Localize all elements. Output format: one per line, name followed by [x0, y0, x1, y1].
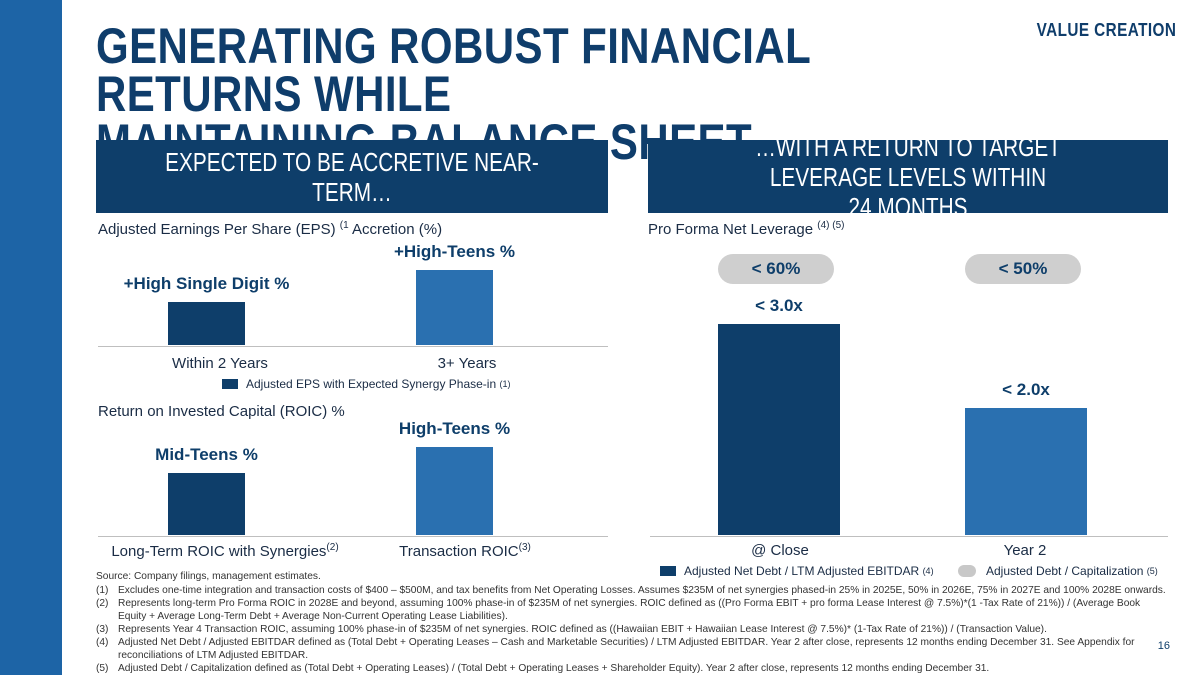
leverage-legend-2: Adjusted Debt / Capitalization (5): [958, 564, 1158, 578]
roic-data-label-long-term: Mid-Teens %: [155, 445, 258, 464]
leverage-data-label-close: < 3.0x: [755, 296, 803, 315]
banner-left: EXPECTED TO BE ACCRETIVE NEAR-TERM…: [96, 140, 608, 213]
page-number: 16: [1157, 640, 1170, 652]
footnote-item: (3) Represents Year 4 Transaction ROIC, a…: [96, 624, 1047, 635]
roic-category-transaction: Transaction ROIC(3): [399, 542, 531, 560]
banner-right-line-2: 24 MONTHS: [848, 191, 968, 222]
leverage-legend-swatch-1: [660, 566, 676, 576]
roic-category-long-term: Long-Term ROIC with Synergies(2): [111, 542, 339, 560]
banner-right: …WITH A RETURN TO TARGET LEVERAGE LEVELS…: [648, 132, 1168, 222]
eps-legend-swatch: [222, 379, 238, 389]
leverage-pill-year-2: < 50%: [965, 254, 1081, 284]
eps-data-label-within-2-years: +High Single Digit %: [123, 274, 290, 293]
leverage-chart-title: Pro Forma Net Leverage (4) (5): [648, 220, 845, 238]
leverage-bar-year-2: [965, 408, 1087, 535]
footnotes: Source: Company filings, management esti…: [96, 570, 1166, 675]
leverage-axis-line: [650, 536, 1168, 537]
left-accent-bar: [0, 0, 62, 675]
leverage-bar-close: [718, 324, 840, 535]
eps-data-label-3-plus-years: +High-Teens %: [393, 242, 516, 261]
eps-chart-title: Adjusted Earnings Per Share (EPS) (1 Acc…: [98, 220, 443, 238]
leverage-legend-label-1: Adjusted Net Debt / LTM Adjusted EBITDAR: [684, 564, 920, 578]
eps-axis-line: [98, 346, 608, 347]
footnote-item: (4) Adjusted Net Debt / Adjusted EBITDAR …: [96, 637, 1135, 661]
banner-right-line-1: …WITH A RETURN TO TARGET LEVERAGE LEVELS…: [755, 131, 1061, 192]
footnote-item: (5) Adjusted Debt / Capitalization define…: [96, 663, 990, 674]
eps-category-within-2-years: Within 2 Years: [172, 355, 268, 372]
leverage-legend-1: Adjusted Net Debt / LTM Adjusted EBITDAR…: [660, 564, 934, 578]
roic-axis-line: [98, 536, 608, 537]
footnote-source: Source: Company filings, management esti…: [96, 571, 321, 582]
leverage-pill-close: < 60%: [718, 254, 834, 284]
eps-legend-label: Adjusted EPS with Expected Synergy Phase…: [246, 377, 497, 391]
footnote-item: (1) Excludes one-time integration and tra…: [96, 585, 1166, 596]
roic-bar-long-term: [168, 473, 245, 535]
banner-right-text: …WITH A RETURN TO TARGET LEVERAGE LEVELS…: [700, 132, 1116, 222]
section-label: VALUE CREATION: [1036, 20, 1176, 40]
title-line-1: GENERATING ROBUST FINANCIAL RETURNS WHIL…: [96, 18, 811, 122]
roic-data-label-transaction: High-Teens %: [398, 419, 511, 438]
leverage-category-year-2: Year 2: [1003, 542, 1047, 559]
eps-category-3-plus-years: 3+ Years: [437, 355, 497, 372]
roic-bar-transaction: [416, 447, 493, 535]
banner-left-text: EXPECTED TO BE ACCRETIVE NEAR-TERM…: [165, 146, 539, 207]
leverage-legend-label-2: Adjusted Debt / Capitalization: [986, 564, 1144, 578]
leverage-data-label-year-2: < 2.0x: [1002, 380, 1050, 399]
eps-bar-3-plus-years: [416, 270, 493, 345]
eps-legend: Adjusted EPS with Expected Synergy Phase…: [222, 377, 510, 391]
leverage-legend-swatch-2: [958, 565, 976, 577]
roic-chart-title: Return on Invested Capital (ROIC) %: [98, 403, 345, 420]
leverage-category-close: @ Close: [751, 542, 809, 559]
eps-bar-within-2-years: [168, 302, 245, 345]
footnote-item: (2) Represents long-term Pro Forma ROIC i…: [96, 598, 1141, 622]
